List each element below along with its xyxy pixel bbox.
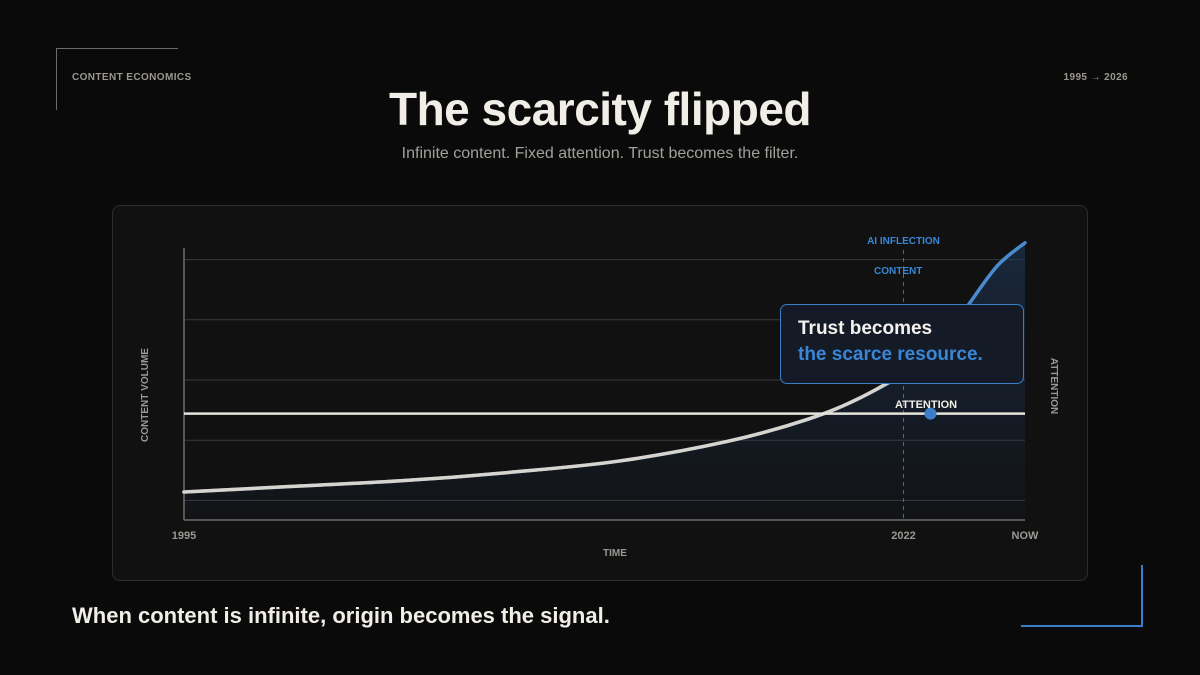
x-tick-label: NOW — [1012, 530, 1040, 542]
corner-bracket-bottom-right — [1021, 565, 1143, 627]
date-range-label: 1995 → 2026 — [1063, 72, 1128, 83]
x-tick-label: 2022 — [891, 530, 915, 542]
ai-inflection-label: AI INFLECTION — [867, 236, 940, 247]
x-tick-label: 1995 — [172, 530, 196, 542]
content-series-label: CONTENT — [874, 266, 922, 277]
page-subtitle: Infinite content. Fixed attention. Trust… — [401, 145, 799, 162]
page-title: The scarcity flipped — [388, 83, 812, 135]
corner-bracket-top-left — [56, 48, 178, 110]
content-area-fill — [184, 242, 1025, 521]
intersection-point — [924, 407, 937, 420]
trust-callout: Trust becomes the scarce resource. — [780, 304, 1024, 384]
footer-tagline: When content is infinite, origin becomes… — [72, 603, 610, 628]
callout-line-2: the scarce resource. — [798, 344, 983, 365]
x-axis-label: TIME — [603, 548, 627, 559]
eyebrow-label: CONTENT ECONOMICS — [72, 72, 192, 83]
y-axis-label: CONTENT VOLUME — [140, 348, 151, 442]
attention-series-label: ATTENTION — [895, 399, 957, 411]
y-axis-label-right: ATTENTION — [1048, 358, 1059, 414]
callout-line-1: Trust becomes — [798, 318, 933, 339]
content-series-line-early — [182, 364, 919, 494]
